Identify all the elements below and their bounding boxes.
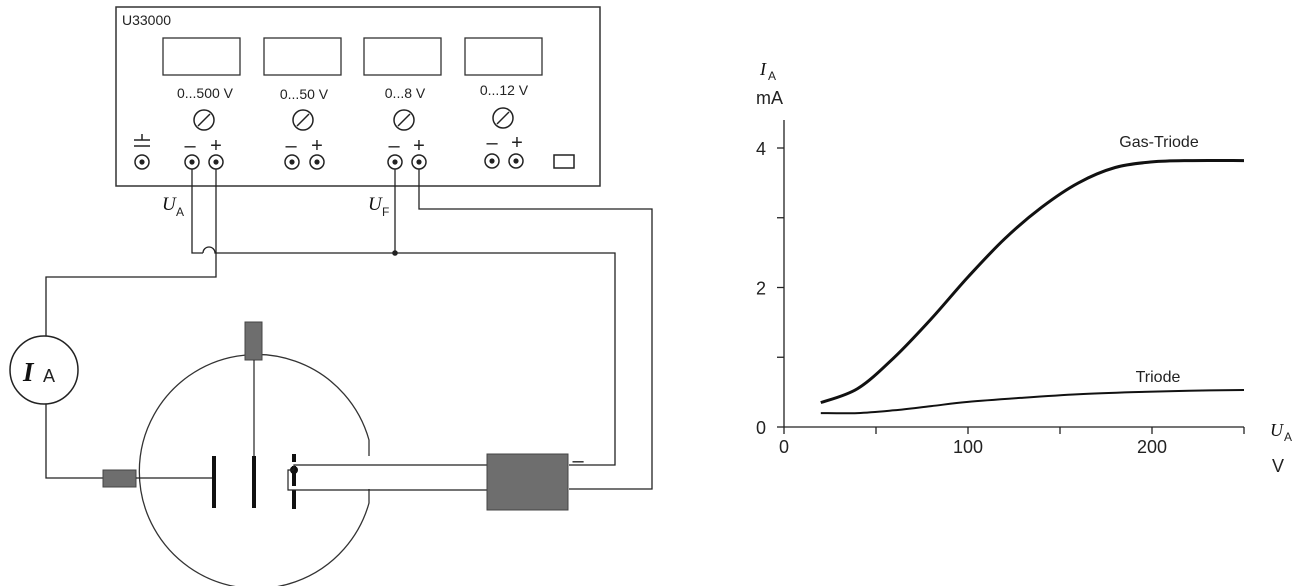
ammeter: I A [9,335,79,405]
socket-12v-plus[interactable] [508,153,524,169]
display-50v [263,37,342,76]
wire-cathode-bus [202,246,616,466]
label-uf-main: U [368,194,383,215]
minus-label-8v: – [388,135,400,157]
ammeter-label-sub: A [43,366,55,386]
triode-tube: – [102,321,584,586]
ammeter-label-main: I [22,357,35,387]
series-label-triode: Triode [1136,369,1181,386]
series-label-gas-triode: Gas-Triode [1119,134,1199,151]
knob-8v[interactable] [393,109,415,131]
socket-50v-plus[interactable] [309,154,325,170]
x-tick-label: 200 [1137,437,1167,457]
wire-uf-plus [418,169,653,490]
range-label-50v: 0...50 V [280,86,329,102]
plus-label-8v: + [413,135,425,157]
socket-ground[interactable] [134,154,150,170]
minus-label-500v: – [184,135,196,157]
heater-lead-bottom [287,469,487,491]
power-supply-model: U33000 [122,12,171,28]
display-12v [464,37,543,76]
range-label-8v: 0...8 V [385,85,426,101]
cathode-segment-top [292,454,296,462]
label-ua-sub: A [176,205,184,219]
junction-dot [392,250,398,256]
knob-50v-indicator [296,113,310,127]
grid-electrode [252,456,256,508]
y-tick-label: 0 [756,418,766,438]
x-tick-label: 100 [953,437,983,457]
x-tick-label: 0 [779,437,789,457]
anode-connector [102,469,137,488]
knob-12v[interactable] [492,107,514,129]
grid-connector-top [244,321,263,361]
y-axis-label-sub: A [768,69,776,83]
knob-500v[interactable] [193,109,215,131]
power-supply: U33000 0...500 V 0...50 V 0...8 V 0...12… [115,6,601,187]
y-axis-unit: mA [756,88,783,108]
x-axis-label-main: U [1270,420,1284,440]
plus-label-500v: + [210,135,222,157]
label-uf-sub: F [382,205,389,219]
x-axis-unit: V [1272,456,1284,476]
y-tick-label: 2 [756,279,766,299]
cathode-segment-bottom [292,490,296,509]
x-axis-label-sub: A [1284,430,1292,444]
label-ua-main: U [162,194,177,215]
ground-icon [134,134,150,147]
heater-lead-top [293,464,487,470]
knob-50v[interactable] [292,109,314,131]
anode-plate [212,456,216,508]
y-axis-label-main: I [759,59,767,79]
socket-8v-plus[interactable] [411,154,427,170]
series-line-gas-triode [820,158,1245,405]
wire-ua-plus [45,169,217,336]
plus-label-50v: + [311,135,323,157]
display-500v [162,37,241,76]
display-8v [363,37,442,76]
cathode-segment-middle [292,466,296,486]
wiring [45,169,653,490]
plus-label-12v: + [511,132,523,154]
wire-meter-anode [45,404,103,479]
label-uf: U F [368,194,389,219]
socket-12v-minus[interactable] [484,153,500,169]
wire-ua-minus [191,169,203,254]
ammeter-circle [9,335,79,405]
label-ua: U A [162,194,184,219]
minus-label-12v: – [486,132,498,154]
knob-12v-indicator [496,111,510,125]
socket-500v-plus[interactable] [208,154,224,170]
socket-8v-minus[interactable] [387,154,403,170]
socket-500v-minus[interactable] [184,154,200,170]
series-line-triode [820,389,1245,415]
heater-socket [486,453,569,511]
socket-50v-minus[interactable] [284,154,300,170]
range-label-500v: 0...500 V [177,85,234,101]
minus-label-50v: – [285,135,297,157]
knob-500v-indicator [197,113,211,127]
heater-negative-mark: – [572,450,584,472]
knob-8v-indicator [397,113,411,127]
range-label-12v: 0...12 V [480,82,529,98]
y-tick-label: 4 [756,139,766,159]
power-switch[interactable] [553,154,575,169]
